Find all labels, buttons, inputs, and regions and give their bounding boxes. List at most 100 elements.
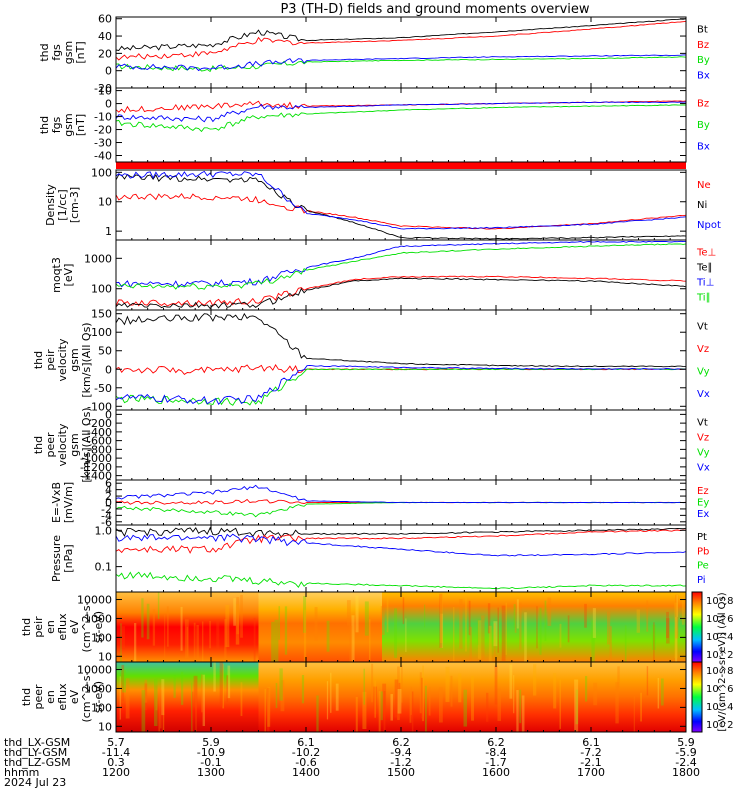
spectrogram-texture [633,696,635,732]
spectrogram-texture [240,594,243,638]
y-tick-label: 1000 [84,682,112,695]
y-axis-label: gsm [68,348,81,371]
spectrogram-texture [144,679,148,703]
spectrogram-texture [567,615,570,643]
spectrogram-texture [471,675,474,721]
spectrogram-texture [355,595,359,633]
spectrogram-texture [439,593,443,648]
y-axis-label: eflux [56,683,69,711]
series-line-Bt [115,18,687,51]
spectrogram-texture [666,611,669,639]
spectrogram-texture [192,691,194,732]
y-axis-label: gsm [62,113,75,136]
y-tick-label: -1400 [80,470,112,483]
y-tick-label: 0 [105,363,112,376]
spectrogram-texture [303,596,307,633]
y-tick-label: -1200 [80,461,112,474]
ephemeris-value: -7.2 [580,746,601,759]
spectrogram-texture [120,623,122,662]
spectrogram-texture [355,696,358,732]
legend-entry: Pi [697,575,706,586]
series-line-Vy [115,368,687,406]
spectrogram-texture [450,675,453,707]
y-tick-label: -400 [87,426,112,439]
y-tick-label: -1000 [80,452,112,465]
spectrogram-texture [121,626,125,649]
spectrogram-texture [224,619,227,662]
legend-entry: Vy [697,448,710,459]
legend-entry: Npot [697,220,721,231]
spectrogram-texture [624,625,627,662]
colorbar-strip [691,591,703,663]
spectrogram-texture [521,695,525,732]
panel-fgs_total: 60 40 20 0 -20 thd fgs gsm [nT] Bt Bz By Bx [38,13,710,95]
legend-entry: Bx [697,70,710,81]
y-axis-label: velocity [56,338,69,381]
y-axis-label: thd [32,351,45,369]
separator-bar [116,162,686,169]
y-tick-label: -40 [94,150,112,163]
y-tick-label: 2 [105,490,112,503]
spectrogram-texture [533,664,537,696]
spectrogram-left [116,662,259,732]
spectrogram-texture [330,672,332,713]
y-axis-label: en [44,690,57,704]
spectrogram-texture [225,604,230,648]
spectrogram-texture [536,606,538,649]
spectrogram-texture [155,685,158,711]
series-line-Ne [115,193,687,230]
colorbar-tick-label: 10^6 [706,684,733,695]
spectrogram-texture [640,692,643,722]
spectrogram-texture [544,600,547,642]
ephemeris-table: thd_LX-GSM 5.7 5.9 6.1 6.2 6.2 6.1 5.9 thd_LY-GS… [4,736,700,779]
ephemeris-value: -0.6 [295,756,316,769]
y-axis-label: velocity [56,423,69,466]
ephemeris-row-label: hhmm [4,766,39,779]
spectrogram-texture [591,620,595,662]
y-tick-label: 1.0 [95,524,113,537]
legend-entry: Vt [697,321,708,332]
spectrogram-texture [191,682,193,732]
spectrogram-texture [152,609,156,646]
spectrogram-texture [161,679,165,716]
y-tick-label: 0 [105,98,112,111]
spectrogram-texture [164,614,166,658]
y-tick-label: 20 [98,47,112,60]
spectrogram-texture [374,680,376,718]
spectrogram-texture [397,689,402,714]
y-tick-label: 4 [105,484,112,497]
legend-entry: Vx [697,389,710,400]
ephemeris-value: -10.2 [292,746,320,759]
spectrogram-texture [440,613,444,649]
spectrogram-texture [144,683,148,711]
panel-frame [115,87,687,163]
y-axis-label: eV [68,689,81,704]
spectrogram-texture [363,668,365,705]
spectrogram-texture [493,621,498,647]
spectrogram-texture [160,689,162,729]
ephemeris-value: 1700 [577,766,605,779]
y-tick-label: 10 [98,650,112,663]
spectrogram-texture [547,597,552,626]
spectrogram-texture [524,612,527,662]
y-tick-label: -4 [101,509,112,522]
spectrogram-texture [184,619,189,659]
spectrogram-texture [373,686,377,715]
spectrogram-texture [119,676,121,720]
y-axis-label: [cm-3] [68,187,81,223]
spectrogram-texture [125,678,130,719]
spectrogram-texture [646,600,649,632]
spectrogram-texture [513,675,515,714]
y-axis-label: E=-VxB [50,482,63,523]
y-axis-label: thd [38,43,51,61]
spectrogram-texture [275,682,278,709]
series-line-Vx [115,364,687,405]
spectrogram-texture [487,603,491,634]
y-tick-label: -6 [101,516,112,529]
legend-entry: Bx [697,141,710,152]
y-axis-label: [km/s](All Qs) [80,322,93,397]
spectrogram-texture [326,620,330,652]
ephemeris-value: 6.2 [392,736,410,749]
y-axis-label: [km/s](All Qs) [80,407,93,482]
legend-entry: Vz [697,433,709,444]
